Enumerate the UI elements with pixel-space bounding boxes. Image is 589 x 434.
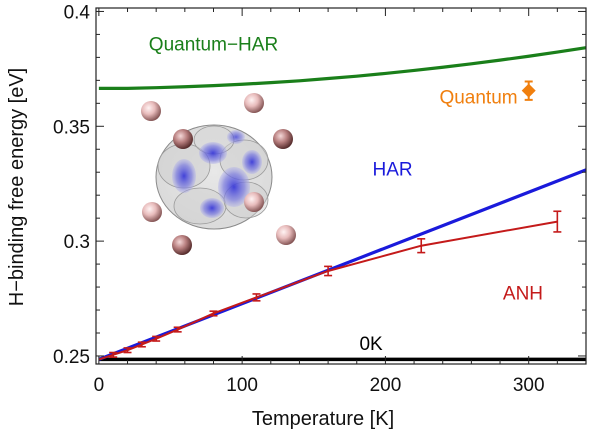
series-line-quantum-har: [98, 46, 587, 90]
inset-molecule-illustration: [141, 93, 296, 255]
errorbar-anh: [324, 265, 333, 277]
series-label-anh: ANH: [503, 284, 543, 305]
x-tick-label: 200: [370, 375, 402, 396]
errorbar-anh: [209, 310, 218, 317]
series-line-anh: [98, 220, 558, 361]
series-label-quantum-har: Quantum−HAR: [149, 34, 278, 55]
errorbar-anh: [109, 351, 118, 358]
errorbar-anh: [123, 347, 132, 354]
x-axis-label: Temperature [K]: [252, 408, 394, 430]
y-tick-label: 0.3: [64, 232, 90, 253]
errorbar-anh: [137, 341, 146, 348]
series-label-har: HAR: [373, 160, 413, 181]
y-tick-label: 0.4: [64, 2, 91, 23]
series-layer: [98, 46, 587, 362]
hydrogen-atoms: [141, 93, 296, 255]
errorbar-anh: [173, 326, 182, 333]
electron-density-lobes: [172, 130, 262, 218]
series-label-quantum: Quantum: [439, 87, 517, 108]
y-tick-label: 0.25: [53, 347, 90, 368]
data-point-quantum: [521, 80, 536, 101]
series-label-0k: 0K: [359, 334, 383, 355]
annotation-layer: Quantum−HAR Quantum HAR ANH 0K: [149, 34, 543, 355]
x-tick-label: 300: [513, 375, 545, 396]
errorbar-anh: [553, 210, 562, 233]
diamond-marker: [521, 83, 536, 98]
axis-ticks: 0 100 200 300 0.25 0.3 0.35 0.4: [53, 2, 587, 396]
errorbar-anh: [152, 335, 161, 342]
y-axis-label: H−binding free energy [eV]: [6, 68, 28, 307]
errorbar-anh: [252, 293, 261, 302]
x-tick-label: 100: [226, 375, 258, 396]
y-tick-label: 0.35: [53, 117, 90, 138]
x-tick-label: 0: [94, 375, 105, 396]
errorbar-anh: [417, 238, 426, 254]
plot-border: [95, 7, 587, 365]
plot-frame: [95, 7, 587, 365]
